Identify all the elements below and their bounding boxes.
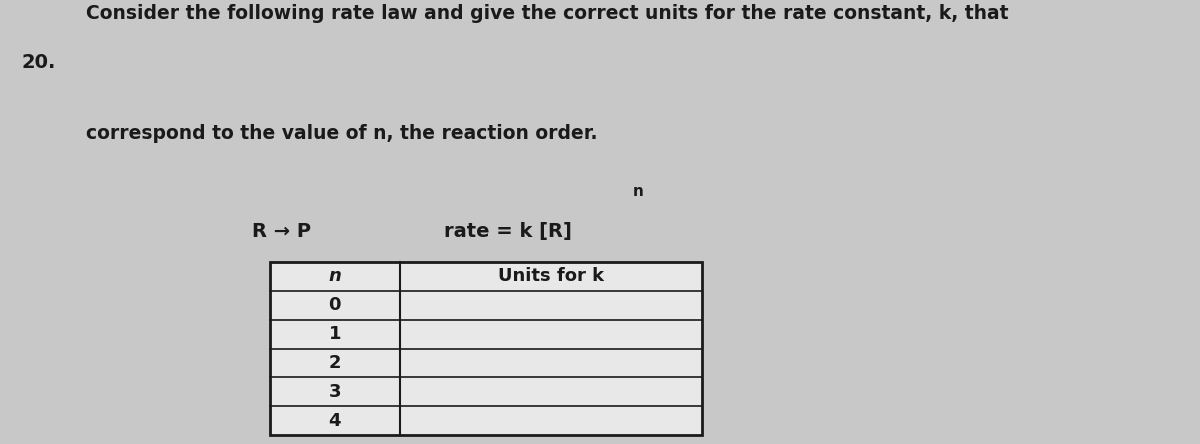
Text: 3: 3 — [329, 383, 341, 401]
Text: 1: 1 — [329, 325, 341, 343]
Text: n: n — [329, 267, 341, 285]
Text: 20.: 20. — [22, 53, 56, 72]
Text: n: n — [632, 184, 643, 199]
Text: Units for k: Units for k — [498, 267, 604, 285]
Text: rate = k [R]: rate = k [R] — [444, 222, 572, 241]
Text: 4: 4 — [329, 412, 341, 430]
Text: correspond to the value of n, the reaction order.: correspond to the value of n, the reacti… — [86, 124, 598, 143]
Text: Consider the following rate law and give the correct units for the rate constant: Consider the following rate law and give… — [86, 4, 1009, 24]
Text: R → P: R → P — [252, 222, 311, 241]
Text: 0: 0 — [329, 296, 341, 314]
Text: 2: 2 — [329, 354, 341, 372]
